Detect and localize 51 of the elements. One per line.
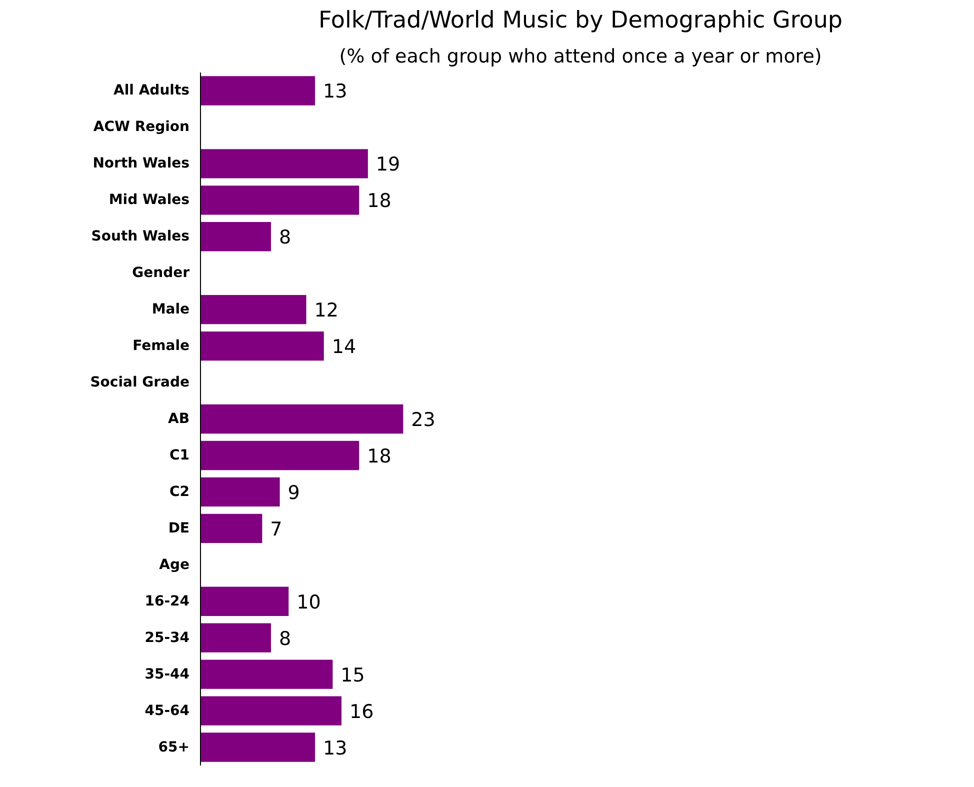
y-tick-label: 35-44 bbox=[144, 666, 190, 682]
y-tick-label: All Adults bbox=[114, 82, 190, 99]
bar bbox=[200, 186, 360, 215]
text: (% of each group who attend once a year or more) bbox=[339, 46, 822, 68]
bar bbox=[200, 76, 316, 106]
data-label: 15 bbox=[340, 664, 365, 686]
bar bbox=[200, 732, 316, 762]
y-tick-label: Mid Wales bbox=[108, 192, 190, 208]
y-tick-label: C2 bbox=[169, 484, 190, 500]
data-label: 9 bbox=[288, 482, 300, 504]
y-tick-label: DE bbox=[168, 520, 190, 536]
bar bbox=[200, 294, 306, 324]
y-tick-label: 16-24 bbox=[144, 593, 190, 610]
y-tick-label: C1 bbox=[169, 447, 190, 464]
data-label: 16 bbox=[349, 700, 374, 723]
y-tick-label: ACW Region bbox=[93, 119, 190, 136]
data-label: 14 bbox=[332, 336, 356, 358]
bar bbox=[200, 477, 280, 507]
y-tick-label: South Wales bbox=[91, 228, 190, 245]
y-tick-label: Male bbox=[152, 302, 190, 318]
bar bbox=[200, 623, 271, 652]
y-tick-label: AB bbox=[168, 411, 190, 427]
y-tick-label: Female bbox=[132, 338, 190, 354]
y-tick-label: 65+ bbox=[158, 739, 190, 756]
data-label: 19 bbox=[376, 154, 400, 176]
bar bbox=[200, 440, 360, 470]
bar bbox=[200, 696, 342, 726]
bar bbox=[200, 404, 404, 434]
y-tick-label: Gender bbox=[132, 265, 190, 282]
bar bbox=[200, 586, 289, 616]
data-label: 8 bbox=[278, 226, 292, 249]
y-tick-label: 25-34 bbox=[144, 630, 190, 646]
y-tick-label: Age bbox=[159, 556, 190, 573]
y-tick-label: Social Grade bbox=[90, 374, 190, 391]
text: Folk/Trad/World Music by Demographic Group bbox=[318, 8, 843, 34]
data-label: 23 bbox=[411, 409, 436, 431]
bar bbox=[200, 514, 262, 544]
bar bbox=[200, 660, 333, 689]
data-label: 18 bbox=[367, 445, 392, 468]
data-label: 13 bbox=[323, 80, 348, 103]
bar bbox=[200, 222, 271, 252]
data-label: 18 bbox=[367, 190, 392, 212]
data-label: 13 bbox=[323, 737, 348, 760]
data-label: 7 bbox=[270, 518, 282, 540]
bar bbox=[200, 149, 368, 178]
data-label: 8 bbox=[278, 628, 292, 650]
data-label: 10 bbox=[296, 591, 321, 614]
y-tick-label: North Wales bbox=[92, 156, 190, 172]
data-label: 12 bbox=[314, 300, 338, 322]
y-tick-label: 45-64 bbox=[144, 702, 190, 719]
bar bbox=[200, 331, 324, 361]
